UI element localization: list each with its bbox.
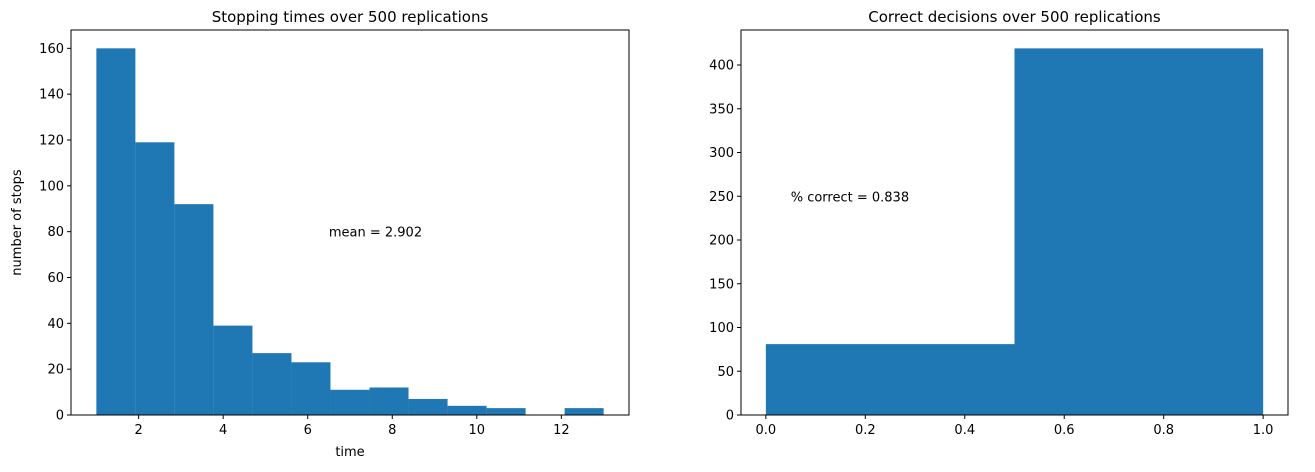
left-y-tick-label: 20 (47, 363, 64, 378)
left-bar (486, 408, 526, 415)
left-y-tick-label: 160 (39, 42, 64, 57)
right-bar (765, 344, 1015, 415)
right-y-tick-label: 150 (709, 277, 734, 292)
left-x-axis-label: time (335, 445, 364, 460)
left-bar (174, 204, 214, 415)
right-x-tick-label: 0.6 (1054, 423, 1075, 438)
right-y-tick-label: 50 (717, 365, 734, 380)
right-bar (1014, 48, 1264, 415)
left-axes-frame (70, 29, 630, 416)
right-y-tick-label: 300 (709, 146, 734, 161)
right-x-tick-label: 1.0 (1253, 423, 1274, 438)
right-y-tick-label: 400 (709, 59, 734, 74)
left-y-tick-label: 80 (47, 225, 64, 240)
left-bar (408, 398, 448, 415)
left-bar (96, 48, 136, 415)
right-chart-panel: 0.0 0.2 0.4 0.6 0.8 1.0 0 50 100 150 200 250 300 350 4… (709, 8, 1289, 438)
left-bar (564, 408, 604, 415)
left-x-tick-label: 6 (304, 423, 312, 438)
right-x-tick-label: 0.0 (756, 423, 777, 438)
left-bar (213, 325, 253, 415)
left-chart-title: Stopping times over 500 replications (212, 8, 489, 26)
right-y-tick-label: 100 (709, 321, 734, 336)
left-y-tick-label: 140 (39, 88, 64, 103)
left-bar (447, 405, 487, 415)
left-x-tick-label: 10 (469, 423, 486, 438)
left-y-tick-label: 40 (47, 317, 64, 332)
right-y-tick-label: 200 (709, 234, 734, 249)
right-x-tick-label: 0.8 (1153, 423, 1174, 438)
left-x-tick-label: 2 (134, 423, 142, 438)
left-y-tick-label: 60 (47, 271, 64, 286)
right-y-tick-label: 250 (709, 190, 734, 205)
left-y-axis-label: number of stops (10, 169, 25, 276)
right-axes-frame (740, 29, 1289, 416)
left-bar (330, 389, 370, 415)
right-x-tick-label: 0.4 (954, 423, 975, 438)
left-x-tick-label: 12 (553, 423, 570, 438)
left-bar (291, 362, 331, 415)
left-x-tick-label: 4 (219, 423, 227, 438)
right-annotation: % correct = 0.838 (791, 190, 909, 205)
right-y-tick-label: 350 (709, 102, 734, 117)
left-bar (369, 387, 409, 415)
right-chart-title: Correct decisions over 500 replications (868, 8, 1161, 26)
left-annotation: mean = 2.902 (329, 226, 422, 241)
left-y-tick-label: 120 (39, 134, 64, 149)
right-y-tick-label: 0 (726, 409, 734, 424)
left-y-tick-label: 100 (39, 179, 64, 194)
left-x-tick-label: 8 (388, 423, 396, 438)
left-bar (135, 142, 175, 415)
right-x-tick-label: 0.2 (855, 423, 876, 438)
left-bar (252, 353, 292, 415)
left-y-tick-label: 0 (56, 409, 64, 424)
